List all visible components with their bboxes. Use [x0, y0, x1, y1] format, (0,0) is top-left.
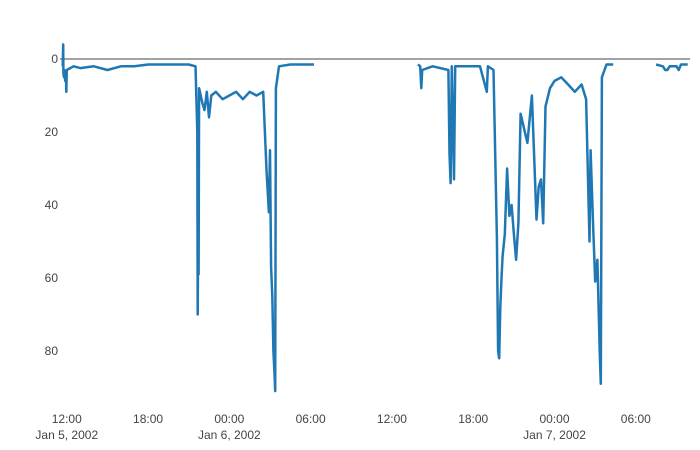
x-axis-ticks: 12:00 Jan 5, 2002 18:00 00:00 Jan 6, 2002 06:…: [35, 412, 651, 442]
y-tick-label: 0: [51, 52, 58, 66]
x-tick-label: 00:00: [540, 412, 570, 426]
x-tick-label: 06:00: [621, 412, 651, 426]
plot-area: [60, 43, 690, 393]
series-line-segment-3: [655, 63, 688, 72]
x-tick-label: 06:00: [296, 412, 326, 426]
x-tick-date-label: Jan 7, 2002: [523, 428, 586, 442]
x-tick-label: 00:00: [214, 412, 244, 426]
y-tick-label: 80: [45, 344, 59, 358]
y-tick-label: 60: [45, 271, 59, 285]
x-tick-label: 12:00: [377, 412, 407, 426]
x-tick-label: 18:00: [133, 412, 163, 426]
x-tick-date-label: Jan 5, 2002: [35, 428, 98, 442]
series-line-segment-2: [417, 63, 614, 386]
series-line-segment-1: [61, 43, 314, 393]
x-tick-label: 18:00: [458, 412, 488, 426]
y-tick-label: 40: [45, 198, 59, 212]
y-tick-label: 20: [45, 125, 59, 139]
y-axis-ticks: 0 20 40 60 80: [45, 52, 59, 358]
x-tick-date-label: Jan 6, 2002: [198, 428, 261, 442]
x-tick-label: 12:00: [52, 412, 82, 426]
